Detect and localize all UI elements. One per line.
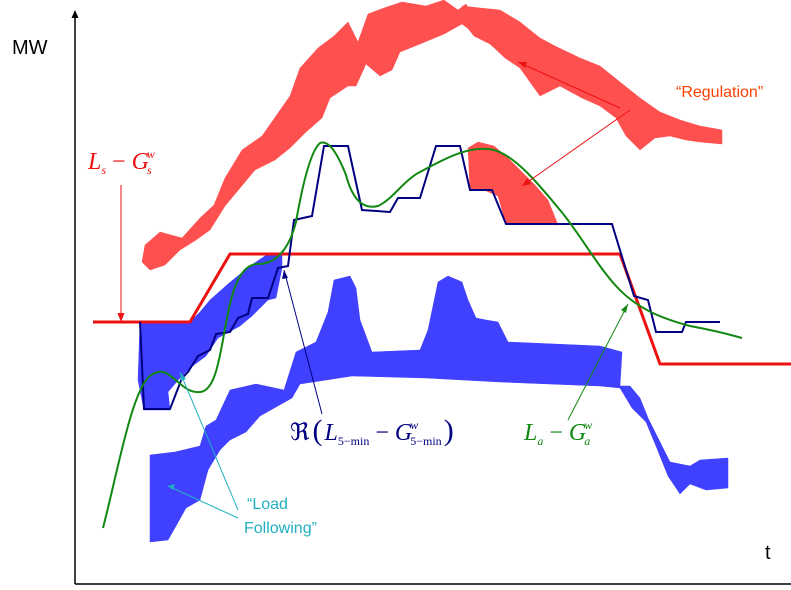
load-following-arrow-upper-head bbox=[180, 372, 186, 381]
la-minus-ga-label: La − Gw a bbox=[523, 418, 592, 448]
re-5min-arrow-head bbox=[282, 270, 288, 279]
re-5min-label: ℜ (L5−min − Gw 5−min) bbox=[290, 414, 454, 448]
regulation-arrow-lower bbox=[521, 109, 631, 187]
la-ga-arrow-head bbox=[621, 304, 628, 313]
load-following-arrow-lower-head bbox=[168, 484, 175, 490]
load-following-label-line2: Following” bbox=[244, 520, 317, 537]
regulation-arrow-upper bbox=[517, 61, 621, 109]
regulation-upper-band bbox=[141, 0, 723, 271]
ls-minus-gs-label: Ls − Gw s bbox=[87, 147, 155, 177]
load-following-lower-band bbox=[149, 275, 729, 543]
x-axis-label: t bbox=[765, 542, 771, 564]
actual-load-line bbox=[102, 141, 743, 529]
regulation-gap-fill bbox=[467, 141, 559, 226]
load-following-arrow-lower bbox=[167, 485, 239, 519]
five-min-dispatch-line bbox=[139, 145, 720, 410]
regulation-label: “Regulation” bbox=[676, 84, 763, 101]
load-following-label-line1: “Load bbox=[247, 496, 288, 513]
re-5min-arrow bbox=[283, 269, 323, 415]
y-axis-label: MW bbox=[12, 37, 48, 59]
regulation-band-rising bbox=[141, 0, 471, 271]
regulation-arrow-lower-head bbox=[522, 178, 531, 186]
schedule-line bbox=[93, 252, 791, 366]
la-ga-arrow bbox=[567, 303, 629, 421]
load-following-left-steps bbox=[137, 253, 283, 411]
regulation-band-peak bbox=[461, 5, 723, 151]
axes: MW t bbox=[12, 10, 791, 585]
load-following-band bbox=[137, 253, 729, 543]
regulation-arrow-upper-head bbox=[518, 62, 527, 68]
ls-gs-arrow-head bbox=[117, 313, 125, 322]
callout-arrows bbox=[117, 61, 631, 519]
load-following-arrow-upper bbox=[179, 371, 239, 511]
y-axis-arrowhead bbox=[71, 10, 79, 18]
